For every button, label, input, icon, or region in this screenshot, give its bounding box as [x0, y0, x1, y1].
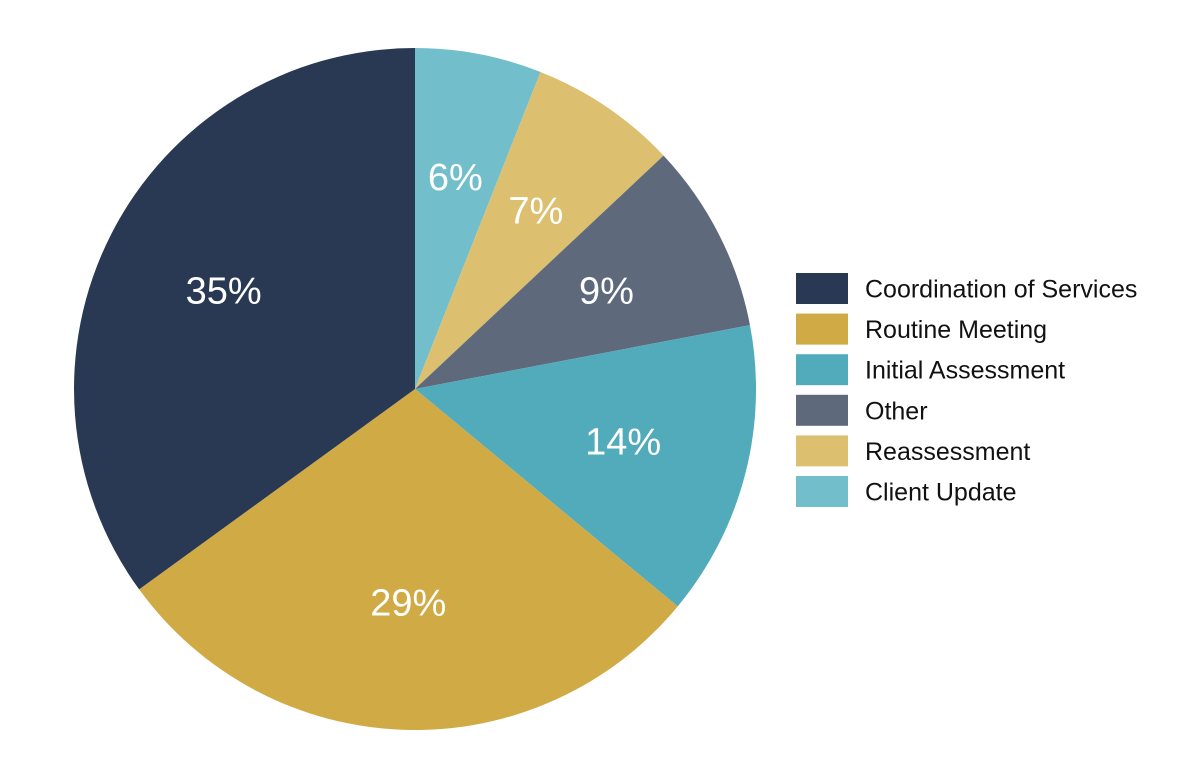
slice-label-client-update: 6% — [428, 157, 483, 199]
legend-swatch — [796, 273, 848, 304]
legend-item-reassessment: Reassessment — [796, 435, 1030, 467]
legend-swatch — [796, 476, 848, 507]
pie-slice-client-update — [415, 48, 541, 389]
legend-label: Routine Meeting — [865, 316, 1047, 344]
legend-swatch — [796, 435, 848, 467]
slice-label-other: 9% — [579, 271, 634, 313]
legend-item-coordination-of-services: Coordination of Services — [796, 273, 1137, 304]
legend-item-routine-meeting: Routine Meeting — [796, 313, 1047, 345]
pie-slice-other — [415, 155, 750, 389]
legend-label: Initial Assessment — [865, 357, 1065, 385]
legend-item-client-update: Client Update — [796, 476, 1016, 507]
slice-label-routine-meeting: 29% — [370, 583, 446, 625]
pie-slice-routine-meeting — [139, 389, 678, 730]
legend-swatch — [796, 354, 848, 386]
pie-slices — [74, 48, 757, 730]
slice-label-reassessment: 7% — [508, 190, 563, 232]
legend: Coordination of Services Routine Meeting I… — [796, 273, 1137, 507]
pie-slice-initial-assessment — [415, 325, 757, 607]
legend-item-other: Other — [796, 394, 928, 426]
legend-label: Other — [865, 397, 928, 425]
pie-slice-coordination-of-services — [74, 48, 416, 590]
legend-swatch — [796, 313, 848, 345]
legend-swatch — [796, 394, 848, 426]
pie-slice-reassessment — [415, 71, 664, 389]
legend-label: Reassessment — [865, 438, 1030, 466]
legend-label: Coordination of Services — [865, 276, 1137, 304]
pie-slice-labels: 6% 7% 9% 14% 29% 35% — [186, 157, 662, 625]
slice-label-coordination-of-services: 35% — [186, 271, 262, 313]
legend-label: Client Update — [865, 479, 1016, 507]
slice-label-initial-assessment: 14% — [585, 421, 661, 463]
legend-item-initial-assessment: Initial Assessment — [796, 354, 1065, 386]
